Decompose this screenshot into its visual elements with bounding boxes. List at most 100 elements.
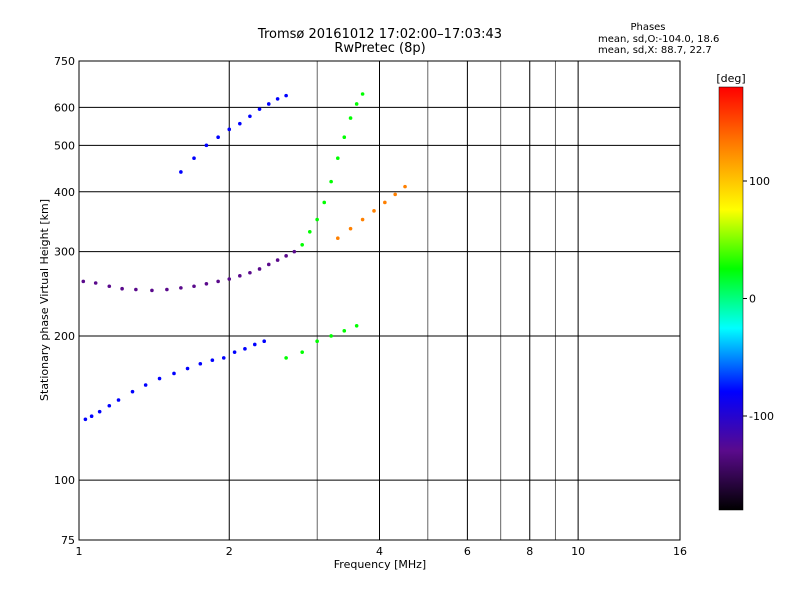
data-point — [275, 258, 280, 262]
data-point — [227, 127, 232, 132]
x-tick-label: 6 — [464, 545, 471, 558]
data-point — [393, 192, 397, 197]
data-point — [238, 274, 242, 278]
data-point — [221, 356, 226, 360]
chart-title: Tromsø 20161012 17:02:00–17:03:43 — [257, 27, 502, 42]
data-point — [329, 334, 333, 338]
data-point — [300, 242, 304, 247]
data-point — [292, 249, 297, 254]
data-point — [204, 143, 209, 148]
data-point — [336, 156, 340, 161]
y-tick-label: 400 — [54, 186, 75, 199]
x-axis-label: Frequency [MHz] — [334, 558, 426, 571]
data-point — [354, 324, 359, 328]
y-axis: 75 100 200 300 400 500 600 750 — [54, 55, 75, 547]
data-point — [185, 366, 190, 371]
y-tick-label: 600 — [54, 101, 75, 114]
data-point — [257, 107, 262, 111]
data-point — [93, 281, 98, 285]
colorbar — [718, 86, 744, 511]
data-point — [342, 329, 347, 333]
colorbar-tick-label: 0 — [749, 293, 756, 306]
data-point — [248, 114, 252, 119]
x-tick-label: 16 — [673, 545, 687, 558]
data-point — [315, 217, 319, 222]
data-point — [315, 339, 319, 344]
data-point — [81, 279, 86, 284]
x-axis: 1 2 4 6 8 10 16 — [76, 545, 688, 558]
x-tick-label: 8 — [526, 545, 533, 558]
data-point — [262, 339, 267, 344]
y-tick-label: 75 — [61, 534, 75, 547]
data-point — [150, 288, 154, 293]
data-point — [89, 414, 94, 418]
phases-o-line: mean, sd,O:-104.0, 18.6 — [598, 34, 719, 45]
x-tick-label: 1 — [76, 545, 83, 558]
data-point — [204, 281, 209, 286]
data-point — [210, 358, 215, 363]
data-point — [342, 135, 347, 139]
data-point — [198, 361, 203, 366]
y-tick-label: 750 — [54, 55, 75, 68]
data-point — [216, 135, 220, 139]
x-tick-label: 2 — [226, 545, 233, 558]
data-point — [172, 371, 176, 376]
data-point — [165, 287, 169, 292]
data-point — [300, 350, 304, 354]
data-point — [329, 179, 333, 184]
colorbar-label: [deg] — [716, 72, 745, 85]
colorbar-tick-label: -100 — [749, 410, 774, 423]
data-point — [248, 270, 252, 275]
data-point — [403, 184, 407, 189]
data-point — [216, 279, 220, 284]
chart-subtitle: RwPretec (8p) — [334, 41, 425, 56]
data-point — [107, 284, 112, 289]
data-point — [130, 389, 135, 394]
grid — [79, 61, 680, 540]
data-point — [232, 350, 237, 354]
data-point — [83, 417, 88, 422]
data-point — [284, 356, 288, 360]
data-point — [227, 277, 232, 281]
colorbar-ticks: 100 0 -100 — [743, 175, 774, 423]
data-point — [107, 403, 112, 408]
data-point — [257, 267, 262, 271]
data-point — [348, 226, 353, 231]
y-tick-label: 500 — [54, 139, 75, 152]
data-point — [238, 121, 242, 126]
y-axis-label: Stationary phase Virtual Height [km] — [38, 199, 51, 401]
data-point — [179, 170, 183, 174]
data-points — [81, 92, 407, 422]
y-tick-label: 200 — [54, 330, 75, 343]
data-point — [360, 92, 365, 96]
data-point — [134, 287, 138, 292]
phases-title: Phases — [630, 22, 665, 33]
data-point — [97, 409, 102, 414]
data-point — [179, 286, 183, 290]
data-point — [336, 236, 340, 240]
data-point — [307, 229, 312, 234]
data-point — [284, 254, 288, 258]
phases-x-line: mean, sd,X: 88.7, 22.7 — [598, 45, 712, 56]
data-point — [360, 217, 365, 222]
data-point — [157, 376, 162, 381]
data-point — [322, 200, 327, 205]
data-point — [192, 156, 196, 161]
data-point — [120, 286, 124, 291]
data-point — [266, 262, 271, 267]
data-point — [348, 116, 353, 120]
data-point — [192, 284, 196, 289]
data-point — [266, 102, 271, 106]
data-point — [354, 102, 359, 106]
data-point — [243, 347, 247, 351]
data-point — [383, 200, 387, 205]
x-tick-label: 4 — [376, 545, 383, 558]
y-tick-label: 100 — [54, 474, 75, 487]
colorbar-tick-label: 100 — [749, 175, 770, 188]
data-point — [252, 342, 257, 347]
data-point — [143, 383, 148, 387]
data-point — [372, 209, 376, 213]
data-point — [116, 398, 121, 402]
x-tick-label: 10 — [571, 545, 585, 558]
